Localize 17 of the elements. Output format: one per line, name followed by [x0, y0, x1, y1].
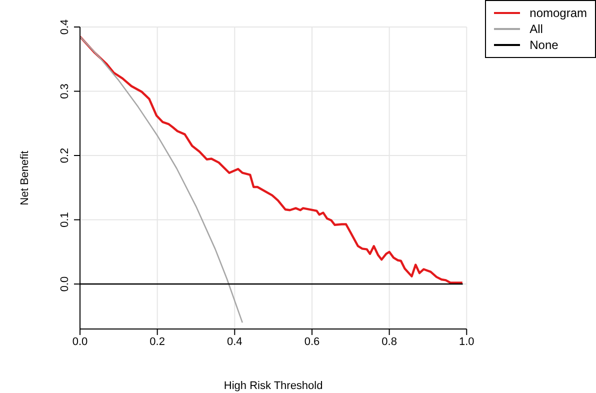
y-axis-title: Net Benefit [18, 150, 31, 206]
legend-label: All [530, 22, 543, 36]
legend-label: nomogram [530, 6, 587, 20]
x-tick-label: 0.4 [227, 336, 242, 348]
y-tick-label: 0.4 [59, 19, 71, 35]
y-tick-label: 0.1 [59, 212, 71, 228]
y-tick-label: 0.0 [59, 276, 71, 292]
y-tick-label: 0.3 [59, 84, 71, 99]
y-tick-label: 0.2 [59, 148, 71, 164]
x-tick-label: 0.8 [382, 336, 397, 348]
x-tick-label: 0.2 [150, 336, 165, 348]
x-tick-label: 0.0 [72, 336, 88, 348]
x-tick-label: 1.0 [458, 336, 474, 348]
x-axis-title: High Risk Threshold [224, 380, 323, 392]
legend-label: None [530, 38, 558, 52]
x-tick-label: 0.6 [304, 336, 320, 348]
line-series [80, 36, 244, 324]
